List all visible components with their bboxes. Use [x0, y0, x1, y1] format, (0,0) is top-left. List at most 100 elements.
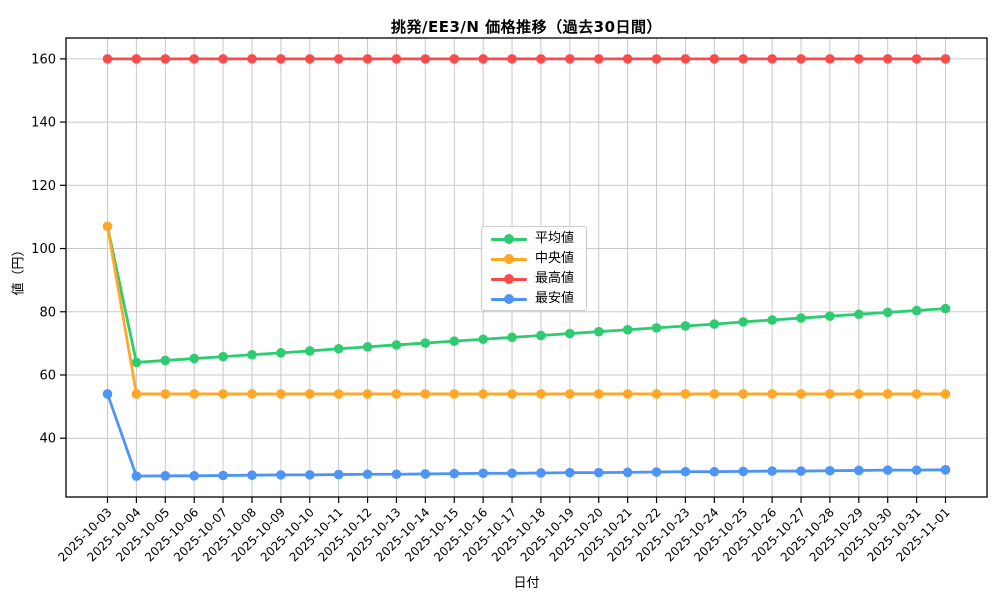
marker-highest	[333, 54, 344, 64]
marker-lowest	[131, 471, 142, 481]
marker-average	[362, 342, 373, 352]
marker-lowest	[507, 468, 517, 479]
median-line-swatch	[491, 253, 527, 265]
y-tick-label: 140	[31, 116, 56, 131]
marker-median	[276, 389, 286, 399]
marker-average	[276, 348, 286, 358]
marker-average	[593, 326, 604, 337]
marker-average	[391, 340, 402, 350]
y-tick-label: 80	[39, 305, 56, 320]
legend-item-average: 平均値	[491, 229, 586, 249]
marker-lowest	[680, 466, 691, 477]
marker-average	[478, 334, 488, 345]
marker-highest	[276, 54, 286, 64]
marker-average	[420, 338, 431, 348]
marker-median	[825, 389, 835, 399]
marker-median	[767, 389, 777, 399]
marker-median	[593, 389, 604, 399]
legend-label-median: 中央値	[535, 251, 575, 266]
legend-item-median: 中央値	[491, 249, 586, 269]
marker-average	[304, 346, 315, 356]
marker-lowest	[593, 467, 604, 478]
marker-lowest	[333, 469, 344, 480]
highest-line-swatch	[491, 273, 527, 285]
marker-lowest	[738, 466, 749, 477]
series-line-median	[106, 225, 947, 396]
y-tick-label: 40	[39, 432, 56, 447]
marker-median	[218, 389, 228, 399]
marker-highest	[160, 54, 171, 64]
marker-median	[333, 389, 344, 399]
legend-label-average: 平均値	[535, 231, 575, 246]
marker-highest	[622, 54, 633, 64]
marker-average	[882, 307, 893, 318]
marker-median	[362, 389, 373, 399]
marker-lowest	[767, 466, 777, 476]
marker-median	[622, 389, 633, 399]
marker-median	[304, 389, 315, 399]
marker-lowest	[218, 470, 228, 481]
marker-highest	[478, 54, 488, 64]
marker-lowest	[565, 467, 575, 478]
marker-lowest	[362, 469, 373, 480]
y-tick-label: 160	[31, 52, 56, 67]
marker-highest	[593, 54, 604, 64]
y-tick-label: 60	[39, 368, 56, 383]
marker-lowest	[854, 465, 864, 476]
marker-average	[911, 305, 922, 316]
marker-lowest	[102, 389, 113, 399]
marker-lowest	[622, 467, 633, 478]
marker-median	[651, 389, 662, 399]
marker-median	[102, 221, 113, 232]
marker-average	[767, 315, 777, 325]
marker-average	[189, 353, 199, 364]
marker-average	[622, 324, 633, 335]
marker-median	[160, 389, 171, 399]
marker-highest	[565, 54, 575, 64]
marker-median	[796, 389, 806, 399]
marker-median	[911, 389, 922, 399]
marker-highest	[131, 54, 142, 64]
marker-lowest	[160, 471, 171, 481]
marker-lowest	[247, 470, 257, 480]
marker-average	[218, 351, 228, 362]
marker-highest	[449, 54, 460, 64]
average-line-swatch	[491, 233, 527, 245]
marker-highest	[882, 54, 893, 64]
marker-highest	[911, 54, 922, 64]
marker-average	[738, 317, 749, 327]
marker-highest	[940, 54, 951, 64]
marker-average	[651, 323, 662, 333]
marker-highest	[362, 54, 373, 64]
marker-median	[882, 389, 893, 399]
marker-highest	[854, 54, 864, 64]
marker-highest	[507, 54, 517, 64]
marker-lowest	[796, 466, 806, 476]
marker-average	[680, 321, 691, 331]
marker-lowest	[420, 469, 431, 479]
marker-median	[680, 389, 691, 399]
marker-highest	[420, 54, 431, 64]
legend-item-lowest: 最安値	[491, 289, 586, 309]
marker-average	[507, 332, 517, 343]
marker-highest	[796, 54, 806, 64]
marker-median	[565, 389, 575, 399]
marker-highest	[391, 54, 402, 64]
marker-highest	[651, 54, 662, 64]
marker-median	[478, 389, 488, 399]
series-line-lowest	[106, 392, 947, 478]
marker-lowest	[882, 465, 893, 475]
marker-highest	[304, 54, 315, 64]
marker-highest	[709, 54, 720, 64]
marker-average	[247, 349, 257, 360]
legend-label-lowest: 最安値	[535, 291, 575, 306]
plot-border	[65, 37, 988, 498]
marker-highest	[218, 54, 228, 64]
marker-highest	[247, 54, 257, 64]
marker-median	[449, 389, 460, 399]
marker-median	[940, 389, 951, 399]
marker-highest	[536, 54, 546, 64]
legend: 平均値 中央値 最高値 最安値	[481, 226, 587, 311]
